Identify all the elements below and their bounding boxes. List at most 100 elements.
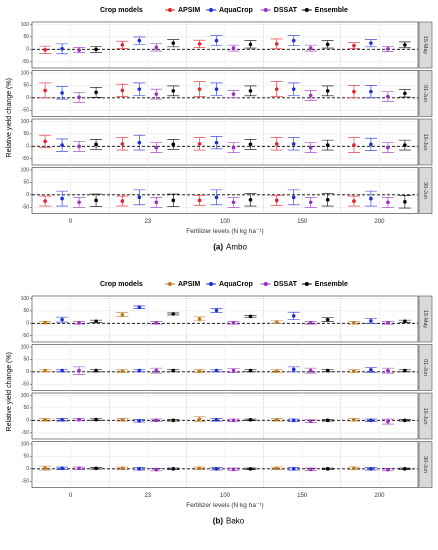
legend-marker (209, 8, 213, 12)
point (291, 142, 296, 146)
point (137, 467, 142, 471)
point (274, 142, 279, 146)
legend-label: DSSAT (274, 7, 298, 14)
point (94, 417, 98, 422)
point (120, 418, 125, 422)
y-tick-label: 0 (26, 47, 29, 53)
point (325, 198, 330, 202)
point (291, 367, 296, 372)
strip (418, 392, 433, 440)
point (120, 43, 125, 47)
point (60, 91, 64, 95)
y-tick-label: 50 (23, 357, 29, 363)
point (403, 143, 407, 147)
point (352, 466, 356, 471)
point (231, 200, 236, 205)
strip-label: 15-May (422, 310, 428, 329)
point (369, 319, 373, 323)
point (308, 145, 313, 150)
y-tick-label: 50 (23, 454, 29, 460)
point (137, 87, 142, 91)
point (43, 48, 47, 52)
y-tick-label: 50 (23, 405, 29, 411)
point (77, 95, 81, 100)
point (154, 467, 159, 472)
point (231, 418, 236, 423)
point (386, 47, 390, 51)
point (60, 317, 64, 322)
strip (418, 167, 433, 214)
point (248, 142, 253, 147)
point (308, 200, 313, 205)
point (77, 466, 81, 471)
point (43, 88, 47, 93)
y-tick-label: 50 (23, 34, 29, 40)
legend-label: APSIM (178, 281, 200, 288)
legend-marker (263, 282, 268, 286)
y-tick-label: 100 (21, 22, 30, 28)
point (214, 140, 219, 145)
point (171, 89, 176, 93)
point (369, 368, 373, 372)
point (120, 88, 125, 93)
point (386, 321, 390, 325)
x-tick-label: 0 (69, 493, 73, 499)
y-tick-label: -50 (22, 108, 29, 114)
strip-label: 01-Jun (422, 359, 428, 376)
point (231, 467, 236, 472)
y-tick-label: -50 (22, 205, 29, 211)
point (291, 87, 296, 91)
legend-marker (209, 282, 213, 286)
point (325, 418, 330, 423)
point (171, 312, 176, 316)
point (248, 89, 253, 93)
y-tick-label: 100 (21, 296, 30, 302)
point (197, 87, 202, 91)
y-axis-title: Relative yield change (%) (6, 352, 13, 431)
point (214, 467, 219, 471)
point (43, 139, 47, 144)
point (403, 91, 407, 96)
point (154, 145, 159, 150)
point (214, 87, 219, 91)
point (43, 418, 47, 422)
point (214, 38, 219, 43)
point (120, 369, 125, 373)
y-tick-label: -50 (22, 430, 29, 436)
strip (418, 70, 433, 117)
legend-title: Crop models (100, 7, 143, 14)
caption: Bako (226, 517, 245, 526)
point (403, 418, 407, 423)
x-axis-title: Fertilizer levels (N kg ha⁻¹) (186, 502, 263, 509)
y-tick-label: -50 (22, 333, 29, 339)
y-tick-label: 100 (21, 119, 30, 125)
y-tick-label: 0 (26, 144, 29, 150)
y-tick-label: 0 (26, 95, 29, 101)
x-tick-label: 150 (297, 219, 308, 225)
strip (418, 441, 433, 488)
point (154, 368, 159, 373)
y-tick-label: 100 (21, 441, 30, 447)
point (43, 320, 47, 325)
point (352, 321, 356, 325)
point (43, 466, 47, 470)
point (386, 368, 390, 373)
point (120, 199, 125, 203)
strip-label: 30-Jun (422, 456, 428, 473)
point (248, 467, 253, 471)
point (308, 46, 313, 50)
y-tick-label: 50 (23, 83, 29, 89)
point (197, 42, 202, 46)
strip-label: 01-Jun (422, 85, 428, 102)
point (77, 48, 81, 52)
y-tick-label: -50 (22, 156, 29, 162)
caption: Ambo (226, 243, 247, 252)
strip (418, 295, 433, 343)
point (120, 142, 125, 146)
point (137, 140, 142, 145)
legend-marker (304, 8, 309, 12)
legend-label: APSIM (178, 7, 200, 14)
point (60, 466, 64, 471)
point (403, 467, 407, 471)
point (274, 42, 279, 46)
